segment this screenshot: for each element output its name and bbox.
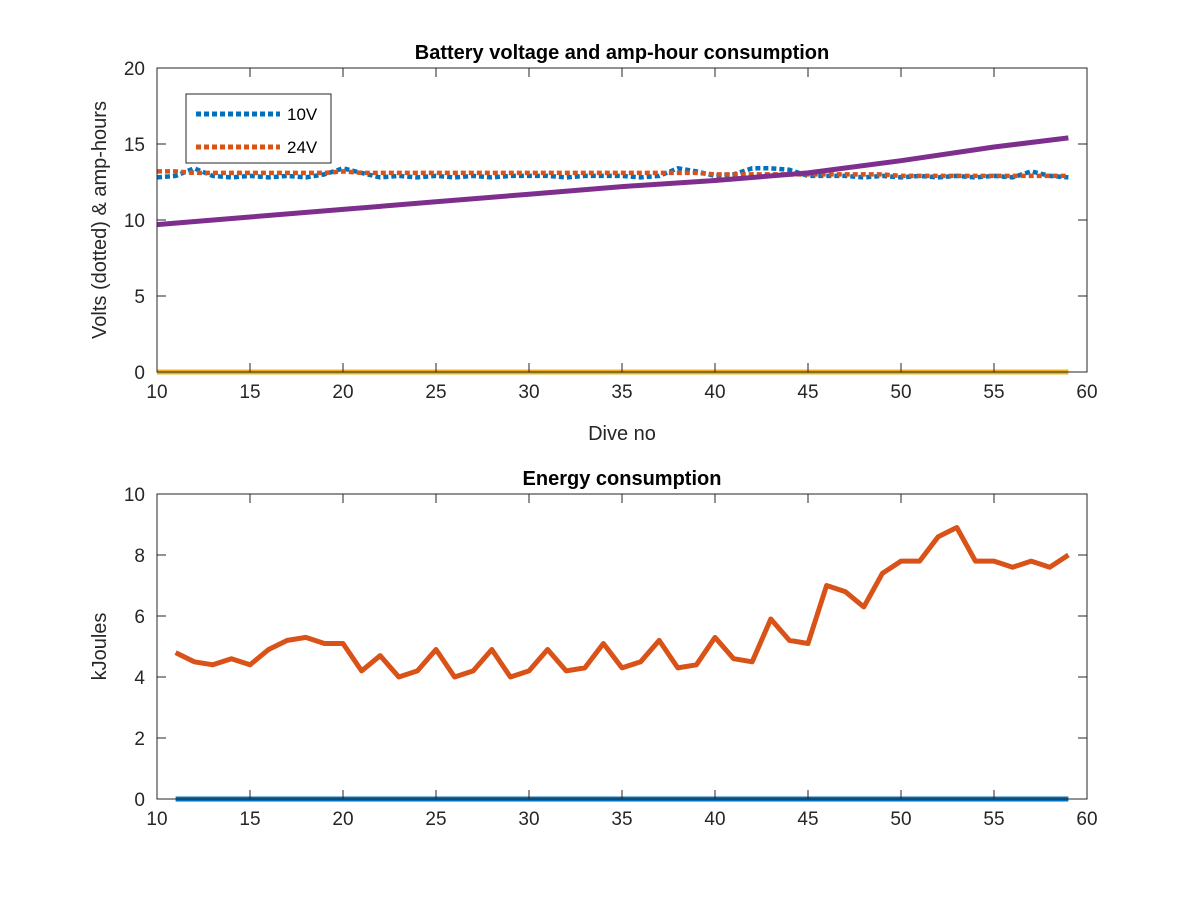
x-tick-label: 35 [611, 809, 632, 830]
y-tick-label: 6 [134, 607, 145, 628]
x-tick-label: 25 [425, 382, 446, 403]
y-axis-title: Volts (dotted) & amp-hours [89, 101, 111, 339]
x-tick-label: 35 [611, 382, 632, 403]
legend-label-24v: 24V [287, 138, 318, 157]
series-line-line-0 [174, 525, 1070, 680]
x-tick-label: 10 [146, 809, 167, 830]
x-tick-label: 30 [518, 382, 539, 403]
y-tick-label: 0 [134, 363, 145, 384]
tick-layer: 10 15 20 25 30 35 40 45 50 55 60 0 5 10 15 20 [124, 59, 1098, 403]
y-tick-label: 20 [124, 59, 145, 80]
x-tick-label: 40 [704, 809, 725, 830]
x-axis-title: Dive no [588, 423, 656, 445]
tick-layer: 10 15 20 25 30 35 40 45 50 55 60 0 2 4 6 8 10 [124, 485, 1098, 830]
y-tick-label: 4 [134, 668, 145, 689]
plot-title: Energy consumption [523, 468, 722, 490]
y-tick-label: 15 [124, 135, 145, 156]
y-tick-label: 0 [134, 790, 145, 811]
y-tick-label: 8 [134, 546, 145, 567]
x-tick-label: 25 [425, 809, 446, 830]
energy-consumption-plot: 10 15 20 25 30 35 40 45 50 55 60 0 2 4 6 8 10 Energy con… [89, 468, 1098, 830]
x-tick-label: 50 [890, 382, 911, 403]
x-tick-label: 45 [797, 809, 818, 830]
x-tick-label: 30 [518, 809, 539, 830]
series-line-10v [156, 166, 1069, 180]
plot-title: Battery voltage and amp-hour consumption [415, 42, 829, 64]
y-tick-label: 10 [124, 211, 145, 232]
x-tick-label: 55 [983, 382, 1004, 403]
x-tick-label: 60 [1076, 809, 1097, 830]
x-tick-label: 45 [797, 382, 818, 403]
x-tick-label: 15 [239, 382, 260, 403]
x-tick-label: 50 [890, 809, 911, 830]
legend-label-10v: 10V [287, 105, 318, 124]
series-line-line-3 [156, 135, 1069, 228]
x-tick-label: 40 [704, 382, 725, 403]
x-tick-label: 20 [332, 382, 353, 403]
x-tick-label: 10 [146, 382, 167, 403]
legend-box [185, 93, 332, 164]
y-tick-label: 5 [134, 287, 145, 308]
legend: 10V 24V [185, 93, 332, 164]
x-tick-label: 60 [1076, 382, 1097, 403]
y-tick-label: 10 [124, 485, 145, 506]
x-tick-label: 55 [983, 809, 1004, 830]
y-axis-title: kJoules [89, 613, 111, 681]
y-tick-label: 2 [134, 729, 145, 750]
x-tick-label: 20 [332, 809, 353, 830]
voltage-amp-hour-plot: 10 15 20 25 30 35 40 45 50 55 60 0 5 10 15 20 Battery v… [89, 42, 1098, 445]
x-tick-label: 15 [239, 809, 260, 830]
